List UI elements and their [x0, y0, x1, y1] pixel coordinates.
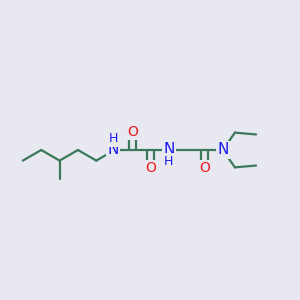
Text: N: N	[217, 142, 229, 158]
Text: N: N	[107, 142, 119, 158]
Text: H: H	[164, 155, 173, 168]
Text: O: O	[127, 125, 138, 139]
Text: O: O	[145, 161, 156, 175]
Text: H: H	[109, 132, 118, 145]
Text: O: O	[199, 161, 210, 175]
Text: N: N	[163, 142, 174, 158]
